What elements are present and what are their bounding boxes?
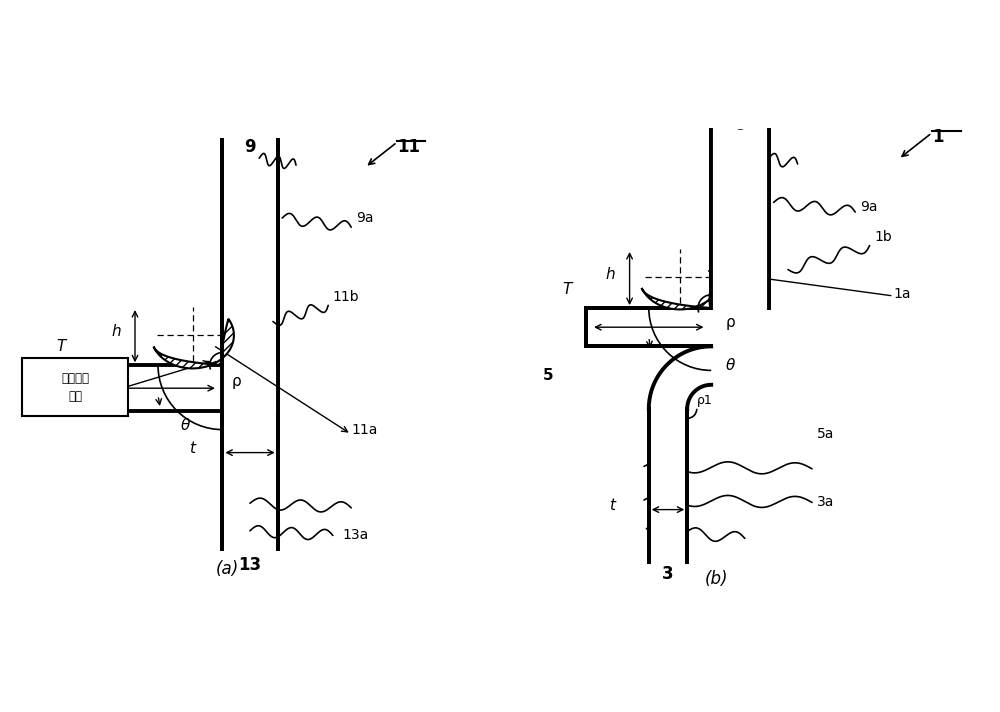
Bar — [586, 308, 711, 347]
Text: 裂纹传播
方向: 裂纹传播 方向 — [61, 372, 89, 402]
Text: 11b: 11b — [333, 290, 359, 304]
Text: t: t — [189, 441, 195, 456]
Text: ρ: ρ — [232, 374, 241, 389]
Text: 11a: 11a — [351, 423, 378, 437]
Bar — [649, 409, 687, 562]
Text: (a): (a) — [215, 560, 239, 578]
Polygon shape — [154, 319, 234, 368]
Text: 1: 1 — [932, 128, 944, 146]
Text: t: t — [609, 498, 615, 513]
Text: 1b: 1b — [874, 230, 892, 244]
Text: ρ1: ρ1 — [697, 394, 713, 407]
Text: 9a: 9a — [356, 211, 373, 225]
Text: ρ: ρ — [726, 315, 735, 330]
Text: T: T — [563, 282, 572, 297]
Text: θ: θ — [181, 418, 190, 433]
Text: 1a: 1a — [894, 288, 911, 301]
Text: h: h — [112, 324, 121, 339]
Text: 13a: 13a — [342, 528, 368, 543]
Text: 13: 13 — [238, 556, 262, 574]
Text: T: T — [57, 340, 66, 355]
Text: 5a: 5a — [817, 426, 834, 441]
Text: 3a: 3a — [817, 496, 834, 509]
Text: h: h — [606, 266, 615, 281]
Polygon shape — [642, 261, 721, 310]
Text: 9: 9 — [244, 137, 256, 155]
Text: 11: 11 — [397, 137, 420, 155]
Text: 5: 5 — [543, 368, 553, 383]
Text: 9a: 9a — [860, 200, 878, 214]
FancyBboxPatch shape — [22, 358, 128, 416]
Text: (b): (b) — [704, 570, 728, 588]
Text: θ: θ — [726, 358, 735, 373]
Bar — [80, 365, 222, 412]
Text: 9: 9 — [734, 128, 746, 146]
Text: 3: 3 — [662, 565, 674, 583]
